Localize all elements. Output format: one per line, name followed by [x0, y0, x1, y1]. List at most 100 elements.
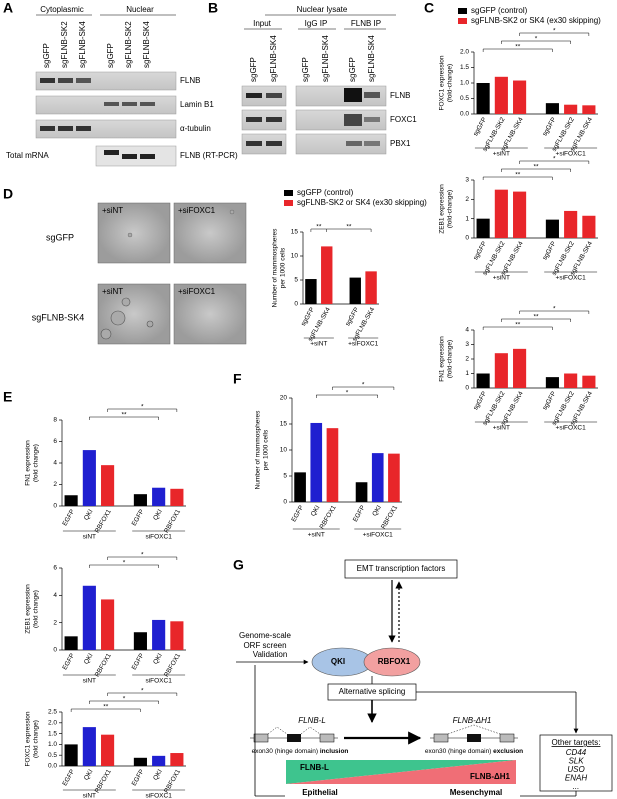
bar: [170, 621, 184, 650]
x-tick-label: QKI: [371, 504, 383, 517]
y-axis-label: per 1000 cells: [280, 247, 287, 288]
phenotype: Epithelial: [302, 788, 338, 797]
x-tick-label: sgGFP: [472, 116, 488, 137]
y-tick-label: 8: [53, 417, 57, 424]
y-tick-label: 10: [280, 447, 288, 454]
group-label: +siNT: [493, 151, 510, 158]
x-tick-label: RBFOX1: [163, 508, 182, 534]
row-label: sgGFP: [46, 232, 74, 242]
target: USO: [567, 765, 584, 774]
column-label: +siFOXC1: [178, 287, 216, 296]
x-tick-label: sgGFP: [472, 390, 488, 411]
bar: [152, 755, 166, 766]
significance-label: *: [535, 36, 538, 43]
group-label: siNT: [83, 678, 96, 685]
label: exon30 (hinge domain) exclusion: [425, 748, 523, 755]
column-label: +siNT: [102, 287, 123, 296]
group-label: siFOXC1: [145, 678, 172, 685]
significance-bracket: [107, 408, 178, 412]
bar: [582, 375, 596, 388]
group-label: +siNT: [493, 425, 510, 432]
significance-label: *: [141, 404, 144, 411]
legend-label: sgFLNB-SK2 or SK4 (ex30 skipping): [471, 16, 601, 25]
y-tick-label: 1: [465, 370, 469, 377]
lane-label: sgFLNB-SK2: [124, 21, 133, 68]
diagram: G EMT transcription factors Genome-scale…: [233, 557, 613, 797]
y-tick-label: 0: [465, 385, 469, 392]
legend-swatch: [284, 200, 293, 206]
gradient-bar: [286, 760, 516, 784]
y-tick-label: 6: [53, 565, 57, 572]
group-label: +siFOXC1: [363, 532, 394, 539]
group-label: +siNT: [310, 341, 327, 348]
bar: [494, 76, 508, 114]
panel-label: C: [424, 0, 434, 16]
y-axis-label: (fold change): [33, 444, 40, 482]
significance-bracket: [332, 386, 395, 390]
y-axis-label: (fold-change): [447, 340, 454, 378]
significance-bracket: [482, 48, 553, 52]
significance-bracket: [316, 394, 378, 398]
bar: [82, 727, 96, 766]
bar: [170, 753, 184, 766]
x-tick-label: sgGFP: [541, 390, 557, 411]
y-tick-label: 1.5: [48, 730, 57, 737]
x-tick-label: sgGFP: [541, 116, 557, 137]
bar: [476, 218, 490, 238]
group-label: +siFOXC1: [556, 151, 587, 158]
lane-label: sgFLNB-SK4: [269, 35, 278, 82]
panel-label: G: [233, 557, 244, 573]
lane-label: sgFLNB-SK2: [60, 21, 69, 68]
x-tick-label: sgGFP: [541, 240, 557, 261]
y-tick-label: 2.0: [48, 720, 57, 727]
bar: [582, 215, 596, 238]
target: CD44: [566, 748, 587, 757]
bar: [133, 757, 147, 766]
y-tick-label: 4: [53, 460, 57, 467]
y-tick-label: 2: [465, 196, 469, 203]
row-label: α-tubulin: [180, 124, 211, 133]
y-tick-label: 0: [294, 301, 298, 308]
group-label: siNT: [83, 534, 96, 541]
x-tick-label: RBFOX1: [94, 768, 113, 794]
significance-bracket: [501, 168, 571, 172]
panel-label: D: [3, 186, 13, 202]
bar: [476, 373, 490, 388]
header: FLNB IP: [351, 19, 381, 28]
bar: [494, 353, 508, 388]
bar: [564, 373, 578, 388]
bar: [321, 246, 333, 304]
significance-bracket: [501, 40, 571, 44]
x-tick-label: QKI: [152, 508, 164, 521]
x-tick-label: EGFP: [352, 504, 367, 523]
row-label: sgFLNB-SK4: [32, 312, 85, 322]
x-tick-label: RBFOX1: [94, 508, 113, 534]
y-tick-label: 0: [283, 499, 287, 506]
lane-label: sgGFP: [348, 57, 357, 82]
y-tick-label: 0.5: [48, 752, 57, 759]
legend-swatch: [458, 18, 467, 24]
bar: [152, 487, 166, 506]
x-tick-label: RBFOX1: [163, 652, 182, 678]
y-tick-label: 1.0: [48, 741, 57, 748]
significance-label: *: [141, 688, 144, 695]
y-axis-label: FN1 expression: [25, 440, 32, 486]
y-tick-label: 3: [465, 341, 469, 348]
label: exon30 (hinge domain) inclusion: [252, 748, 349, 755]
box-label: Alternative splicing: [339, 687, 406, 696]
bar: [371, 453, 384, 502]
isoform-label: FLNB-ΔH1: [453, 716, 492, 725]
significance-label: **: [515, 44, 521, 51]
y-axis-label: FN1 expression: [439, 336, 446, 382]
target: ENAH: [565, 774, 587, 783]
significance-bracket: [89, 416, 159, 420]
significance-label: **: [103, 704, 109, 711]
x-tick-label: sgGFP: [344, 306, 360, 327]
bar: [564, 104, 578, 114]
x-tick-label: QKI: [152, 768, 164, 781]
significance-bracket: [70, 708, 141, 712]
panel-label: B: [208, 0, 218, 16]
bar: [365, 271, 377, 304]
significance-label: **: [533, 314, 539, 321]
legend-label: sgGFP (control): [297, 188, 354, 197]
